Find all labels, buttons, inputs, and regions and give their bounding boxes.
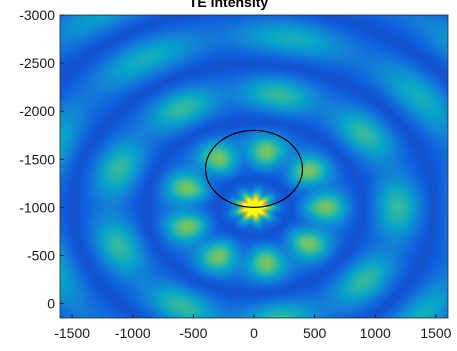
y-tick-label: -500 [27,247,55,263]
x-tick-label: 1000 [360,325,391,341]
y-tick-label: -2000 [19,103,55,119]
y-tick-label: -1000 [19,199,55,215]
y-tick-label: -2500 [19,55,55,71]
y-tick-label: -3000 [19,7,55,23]
x-tick-label: 1500 [420,325,451,341]
y-tick-label: 0 [47,296,55,312]
y-tick-label: -1500 [19,151,55,167]
overlay-circle [204,129,304,208]
x-tick-label: 0 [250,325,258,341]
x-tick-label: 500 [303,325,327,341]
x-tick-label: -1500 [54,325,90,341]
intensity-map [60,15,448,318]
x-tick-label: -1000 [115,325,151,341]
x-tick-label: -500 [179,325,207,341]
chart-title: TE intensity [188,0,269,10]
